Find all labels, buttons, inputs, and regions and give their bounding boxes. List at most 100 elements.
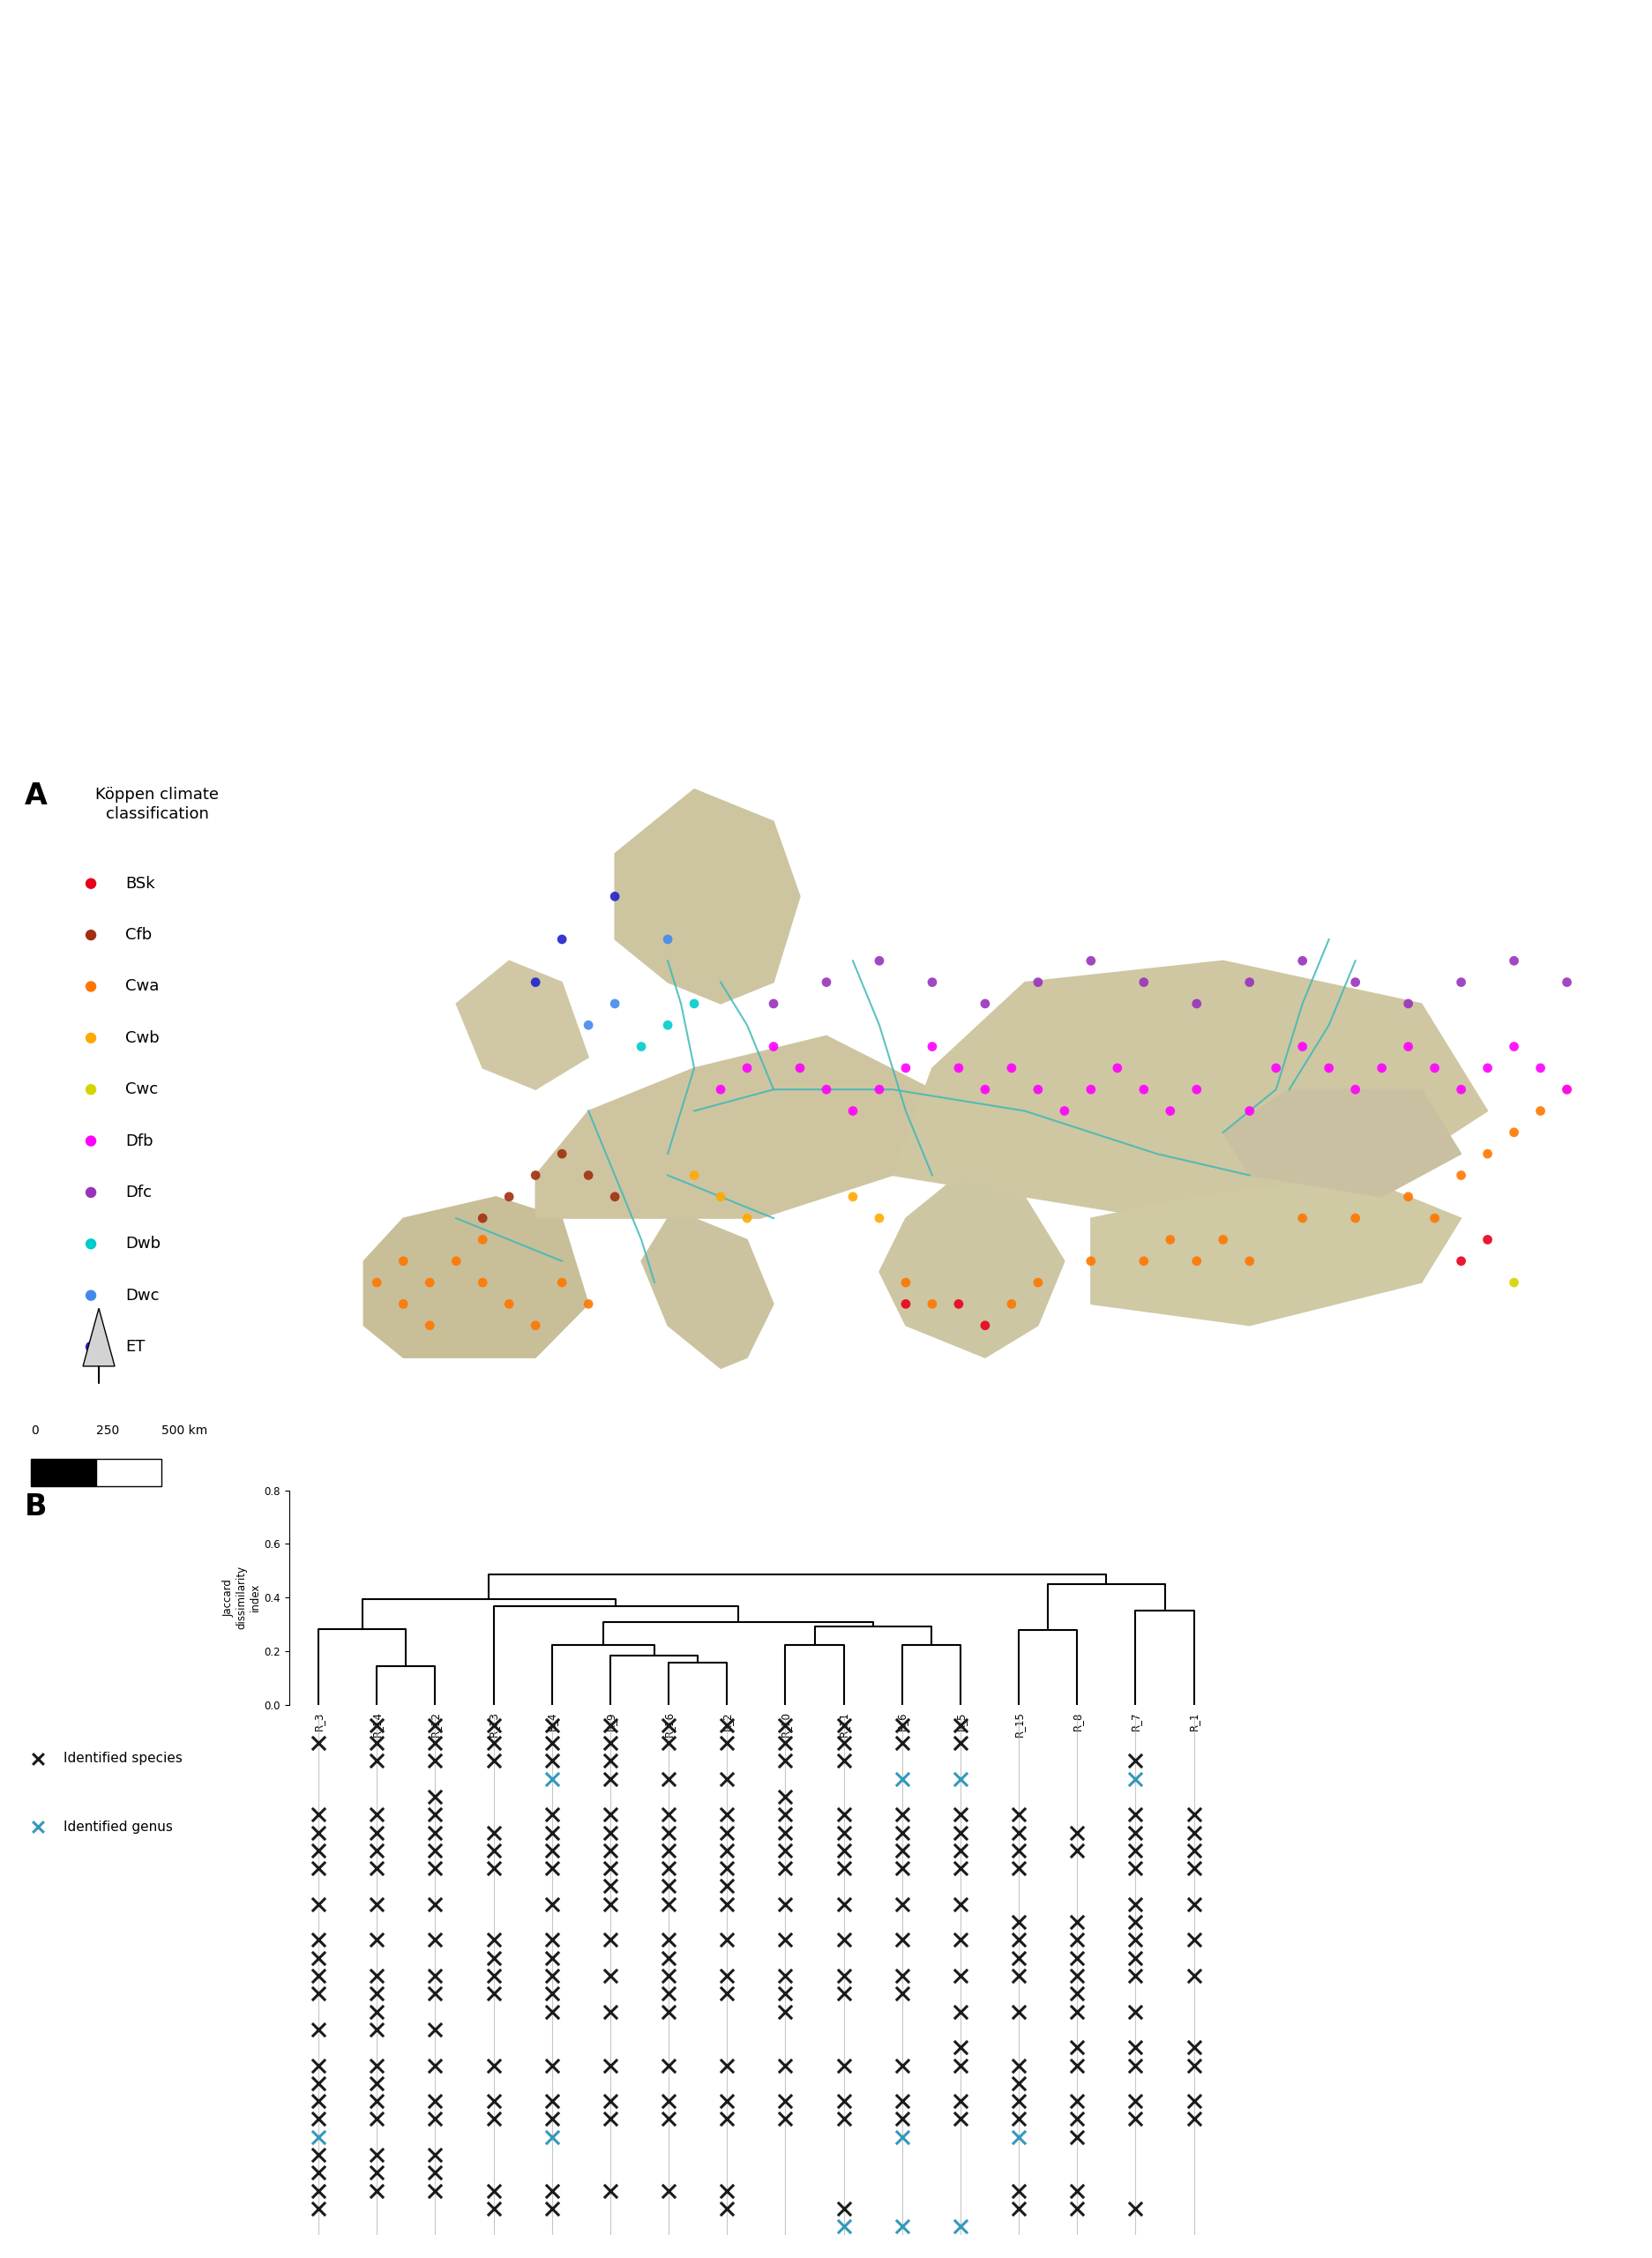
- Point: [1004, 2172, 1031, 2208]
- Point: [1368, 1050, 1394, 1086]
- Text: Dwb: Dwb: [126, 1235, 160, 1251]
- Point: [1341, 964, 1368, 1000]
- Point: [889, 1797, 915, 1833]
- Point: [1122, 1761, 1148, 1797]
- Point: [363, 1743, 390, 1779]
- Point: [889, 2118, 915, 2154]
- Point: [714, 1885, 740, 1922]
- Point: [714, 1958, 740, 1994]
- Point: [1004, 1994, 1031, 2030]
- Point: [714, 1761, 740, 1797]
- Point: [363, 2048, 390, 2084]
- Point: [306, 1922, 332, 1958]
- Polygon shape: [535, 1036, 932, 1219]
- Point: [771, 1743, 798, 1779]
- Point: [1122, 1797, 1148, 1833]
- Point: [306, 2190, 332, 2226]
- Point: [421, 2154, 448, 2190]
- Point: [1122, 1831, 1148, 1867]
- Point: [522, 1307, 548, 1344]
- Point: [771, 2084, 798, 2120]
- Point: [947, 1815, 973, 1852]
- Point: [522, 964, 548, 1000]
- Point: [596, 1797, 623, 1833]
- Point: [771, 1797, 798, 1833]
- Point: [654, 1007, 681, 1043]
- Point: [1180, 2100, 1206, 2136]
- Point: [656, 2048, 682, 2084]
- Point: [889, 1815, 915, 1852]
- Point: [481, 1815, 507, 1852]
- Point: [481, 1707, 507, 1743]
- Point: [1064, 1958, 1090, 1994]
- Point: [1004, 1958, 1031, 1994]
- Point: [539, 1994, 565, 2030]
- Point: [866, 1201, 892, 1237]
- Point: [1130, 964, 1156, 1000]
- Point: [714, 1867, 740, 1903]
- Point: [421, 1976, 448, 2012]
- Point: [656, 1867, 682, 1903]
- Point: [575, 1156, 601, 1192]
- Text: 250: 250: [96, 1425, 119, 1436]
- Point: [481, 2190, 507, 2226]
- Point: [771, 2048, 798, 2084]
- Point: [421, 1707, 448, 1743]
- Polygon shape: [641, 1219, 773, 1368]
- Point: [596, 1958, 623, 1994]
- Point: [306, 1797, 332, 1833]
- Point: [829, 1976, 856, 2012]
- Point: [596, 1761, 623, 1797]
- Text: Cwa: Cwa: [126, 978, 159, 994]
- Point: [1553, 1073, 1579, 1109]
- Point: [1183, 984, 1209, 1021]
- Point: [1122, 1922, 1148, 1958]
- Point: [548, 1136, 575, 1172]
- Point: [1209, 1222, 1236, 1258]
- Point: [363, 2154, 390, 2190]
- Point: [601, 1179, 628, 1215]
- Point: [306, 1976, 332, 2012]
- Text: Cfb: Cfb: [126, 928, 152, 944]
- Point: [889, 1761, 915, 1797]
- Point: [363, 1797, 390, 1833]
- Point: [539, 1815, 565, 1852]
- Point: [596, 1922, 623, 1958]
- Point: [596, 2100, 623, 2136]
- Point: [421, 1743, 448, 1779]
- Point: [714, 1725, 740, 1761]
- Point: [771, 1815, 798, 1852]
- Point: [1064, 2084, 1090, 2120]
- Point: [1122, 1849, 1148, 1885]
- Point: [947, 1797, 973, 1833]
- Point: [1500, 1115, 1526, 1152]
- Point: [1064, 1831, 1090, 1867]
- Point: [469, 1222, 496, 1258]
- Point: [390, 1287, 416, 1323]
- Text: Cwc: Cwc: [126, 1082, 159, 1097]
- Point: [596, 1994, 623, 2030]
- Point: [363, 1958, 390, 1994]
- Point: [1004, 2190, 1031, 2226]
- Point: [1183, 1073, 1209, 1109]
- Point: [813, 1073, 839, 1109]
- Point: [745, 485, 771, 522]
- Point: [1122, 2030, 1148, 2066]
- Point: [1180, 1797, 1206, 1833]
- Point: [656, 1940, 682, 1976]
- Point: [947, 1958, 973, 1994]
- Point: [714, 1707, 740, 1743]
- Point: [829, 1797, 856, 1833]
- Point: [760, 984, 786, 1021]
- Point: [469, 1201, 496, 1237]
- Point: [1315, 1050, 1341, 1086]
- Point: [596, 2172, 623, 2208]
- Point: [707, 1073, 733, 1109]
- Point: [596, 2048, 623, 2084]
- Point: [829, 2100, 856, 2136]
- Polygon shape: [1090, 1174, 1460, 1325]
- Point: [971, 1307, 998, 1344]
- Point: [1024, 964, 1051, 1000]
- Point: [1004, 2066, 1031, 2102]
- Text: Dwc: Dwc: [126, 1287, 159, 1303]
